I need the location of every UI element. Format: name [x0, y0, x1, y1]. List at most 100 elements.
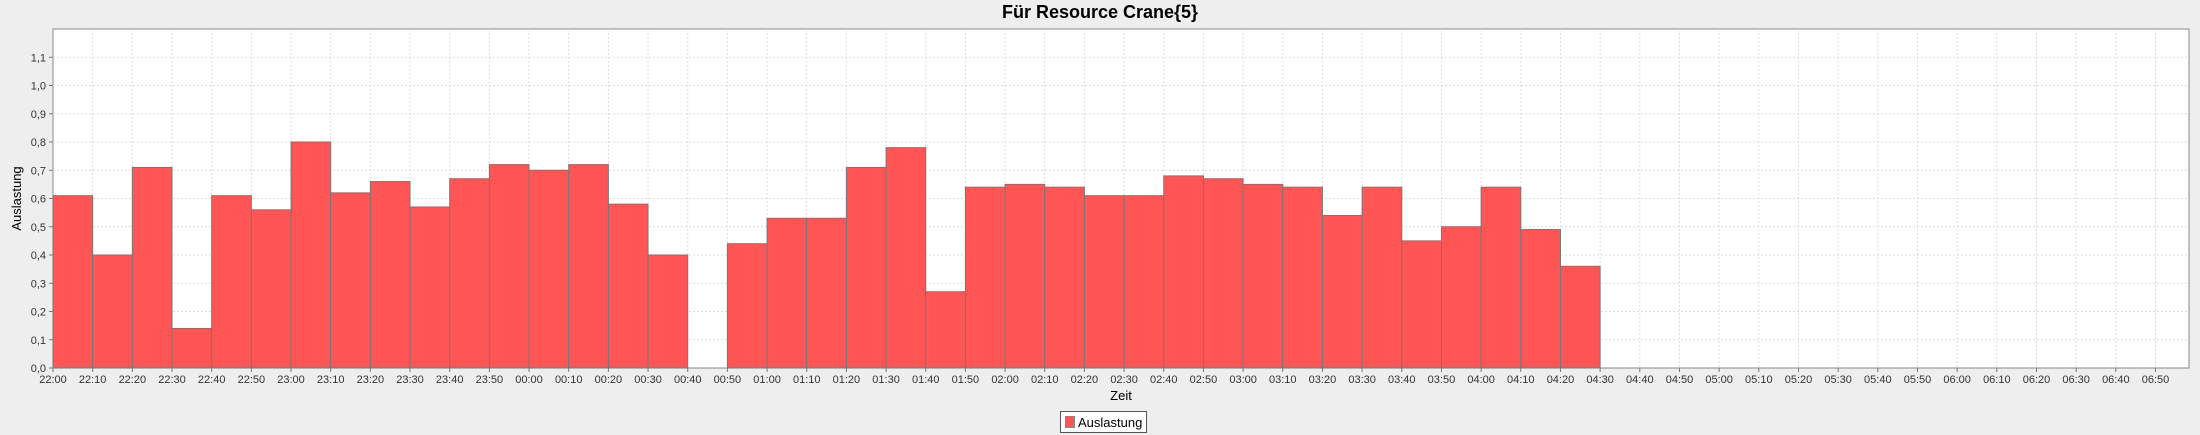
x-tick-label: 05:10 — [1745, 374, 1773, 386]
bar — [1559, 265, 1601, 369]
bar — [964, 186, 1006, 369]
bar — [607, 203, 649, 369]
axes: 0,0 0,1 0,2 0,3 0,4 0,5 0,6 0,7 0,8 0,9 1,0 1,1 22:0… — [31, 52, 2170, 386]
x-tick-label: 01:00 — [753, 374, 781, 386]
y-tick-label: 0,9 — [31, 109, 46, 121]
bar — [1282, 186, 1323, 369]
bar — [1202, 178, 1244, 369]
x-tick-label: 02:50 — [1190, 374, 1218, 386]
bar — [92, 254, 133, 369]
x-tick-label: 06:00 — [1943, 374, 1971, 386]
x-tick-label: 06:30 — [2062, 374, 2090, 386]
x-tick-label: 00:10 — [555, 374, 583, 386]
x-tick-label: 23:20 — [357, 374, 385, 386]
bar — [1083, 195, 1125, 369]
bar — [250, 209, 292, 369]
x-tick-label: 03:40 — [1388, 374, 1416, 386]
bar — [1004, 183, 1046, 369]
bar — [1480, 186, 1522, 369]
y-tick-label: 0,1 — [31, 335, 46, 347]
bar — [647, 254, 689, 369]
x-tick-label: 05:30 — [1824, 374, 1852, 386]
chart-title: Für Resource Crane{5} — [1001, 2, 1199, 22]
x-tick-label: 23:00 — [277, 374, 305, 386]
y-tick-label: 0,8 — [31, 137, 46, 149]
x-tick-label: 04:40 — [1626, 374, 1654, 386]
x-tick-label: 00:50 — [714, 374, 742, 386]
x-tick-label: 00:40 — [674, 374, 702, 386]
bar — [449, 178, 490, 369]
bar-series — [52, 141, 1601, 369]
x-tick-label: 02:00 — [991, 374, 1019, 386]
y-tick-label: 0,6 — [31, 194, 46, 206]
bar — [1321, 214, 1363, 369]
y-tick-label: 0,3 — [31, 278, 46, 290]
bar — [568, 164, 609, 369]
x-tick-label: 02:30 — [1110, 374, 1138, 386]
x-tick-label: 02:20 — [1071, 374, 1099, 386]
bar — [1401, 240, 1442, 369]
x-tick-label: 03:50 — [1428, 374, 1456, 386]
bar — [211, 195, 252, 369]
x-tick-label: 03:00 — [1229, 374, 1257, 386]
bar — [1163, 175, 1204, 369]
x-tick-label: 04:50 — [1666, 374, 1694, 386]
x-tick-label: 22:50 — [238, 374, 266, 386]
bar — [885, 147, 927, 369]
y-tick-label: 0,5 — [31, 222, 46, 234]
x-tick-label: 00:30 — [634, 374, 662, 386]
bar — [1242, 183, 1284, 369]
x-tick-label: 06:20 — [2023, 374, 2051, 386]
bar — [845, 166, 887, 369]
x-tick-label: 01:50 — [952, 374, 980, 386]
x-tick-label: 05:40 — [1864, 374, 1892, 386]
bar — [528, 169, 570, 369]
x-tick-label: 04:30 — [1586, 374, 1614, 386]
bar — [290, 141, 332, 369]
legend-swatch — [1065, 416, 1075, 428]
bar — [52, 195, 94, 369]
x-tick-label: 03:10 — [1269, 374, 1297, 386]
x-tick-label: 03:20 — [1309, 374, 1337, 386]
y-tick-label: 0,4 — [31, 250, 46, 262]
x-tick-label: 04:00 — [1467, 374, 1495, 386]
x-tick-label: 05:00 — [1705, 374, 1733, 386]
bar — [1123, 195, 1165, 369]
x-tick-label: 02:10 — [1031, 374, 1059, 386]
x-tick-label: 22:30 — [158, 374, 186, 386]
x-tick-label: 00:00 — [515, 374, 543, 386]
x-tick-label: 05:20 — [1785, 374, 1813, 386]
bar — [488, 164, 530, 369]
x-tick-label: 04:20 — [1547, 374, 1575, 386]
x-tick-label: 01:40 — [912, 374, 940, 386]
x-tick-label: 23:50 — [476, 374, 504, 386]
x-tick-label: 22:20 — [119, 374, 147, 386]
bar — [806, 217, 847, 369]
bar — [131, 166, 173, 369]
bar — [1044, 186, 1085, 369]
x-tick-label: 22:10 — [79, 374, 107, 386]
x-tick-label: 01:30 — [872, 374, 900, 386]
bar — [409, 206, 451, 369]
bar — [171, 327, 213, 369]
bar — [369, 181, 411, 369]
x-tick-label: 00:20 — [595, 374, 623, 386]
bar — [726, 243, 768, 369]
y-tick-label: 0,7 — [31, 165, 46, 177]
x-tick-label: 04:10 — [1507, 374, 1535, 386]
x-tick-label: 22:00 — [39, 374, 67, 386]
x-tick-label: 03:30 — [1348, 374, 1376, 386]
x-tick-label: 06:50 — [2142, 374, 2170, 386]
x-tick-label: 01:10 — [793, 374, 821, 386]
y-tick-label: 0,2 — [31, 307, 46, 319]
y-tick-label: 1,1 — [31, 52, 46, 64]
x-tick-label: 05:50 — [1904, 374, 1932, 386]
x-tick-label: 06:10 — [1983, 374, 2011, 386]
legend-label: Auslastung — [1078, 414, 1143, 430]
x-tick-label: 02:40 — [1150, 374, 1178, 386]
bar — [925, 291, 966, 369]
y-axis-label: Auslastung — [9, 166, 24, 230]
bar — [1520, 229, 1561, 369]
y-tick-label: 1,0 — [31, 81, 46, 93]
